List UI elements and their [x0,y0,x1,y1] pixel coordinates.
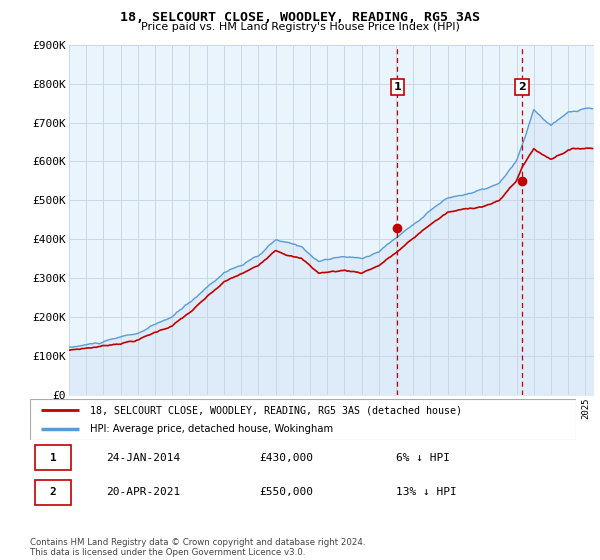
Text: 1: 1 [394,82,401,92]
Text: £430,000: £430,000 [259,452,313,463]
Text: 20-APR-2021: 20-APR-2021 [106,487,181,497]
Text: Contains HM Land Registry data © Crown copyright and database right 2024.
This d: Contains HM Land Registry data © Crown c… [30,538,365,557]
Text: 2: 2 [50,487,56,497]
Text: 18, SELCOURT CLOSE, WOODLEY, READING, RG5 3AS (detached house): 18, SELCOURT CLOSE, WOODLEY, READING, RG… [90,405,462,415]
Text: 6% ↓ HPI: 6% ↓ HPI [396,452,450,463]
FancyBboxPatch shape [35,480,71,505]
Text: 1: 1 [50,452,56,463]
Text: 18, SELCOURT CLOSE, WOODLEY, READING, RG5 3AS: 18, SELCOURT CLOSE, WOODLEY, READING, RG… [120,11,480,24]
Text: HPI: Average price, detached house, Wokingham: HPI: Average price, detached house, Woki… [90,424,333,433]
FancyBboxPatch shape [35,445,71,470]
Text: 2: 2 [518,82,526,92]
Text: 13% ↓ HPI: 13% ↓ HPI [396,487,457,497]
Text: £550,000: £550,000 [259,487,313,497]
Text: Price paid vs. HM Land Registry's House Price Index (HPI): Price paid vs. HM Land Registry's House … [140,22,460,32]
Text: 24-JAN-2014: 24-JAN-2014 [106,452,181,463]
